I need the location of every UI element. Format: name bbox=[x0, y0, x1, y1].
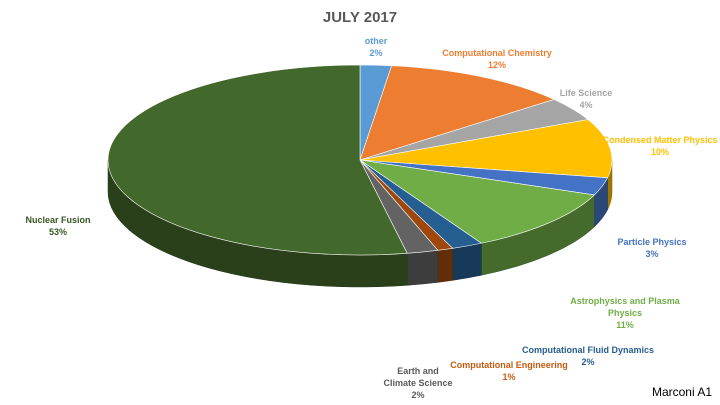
slice-condensed-matter-physics bbox=[359, 119, 613, 179]
slice-label-life-science: Life Science 4% bbox=[560, 88, 613, 110]
slice-label-earth-and-climate-science: Earth and Climate Science 2% bbox=[383, 366, 452, 400]
slice-percent-earth-and-climate-science: 2% bbox=[411, 390, 424, 400]
slice-computational-chemistry bbox=[359, 65, 556, 161]
slice-label-computational-engineering: Computational Engineering 1% bbox=[450, 360, 568, 382]
slice-label-computational-chemistry: Computational Chemistry 12% bbox=[442, 48, 552, 70]
slice-label-astrophysics-and-plasma-physics: Astrophysics and Plasma Physics 11% bbox=[570, 296, 681, 330]
slice-percent-computational-chemistry: 12% bbox=[488, 60, 506, 70]
slice-percent-condensed-matter-physics: 10% bbox=[651, 147, 669, 157]
slice-percent-other: 2% bbox=[369, 48, 382, 58]
chart-title: JULY 2017 bbox=[323, 9, 397, 26]
slice-nuclear-fusion bbox=[107, 64, 408, 256]
slice-percent-astrophysics-and-plasma-physics: 11% bbox=[616, 320, 634, 330]
slice-label-computational-fluid-dynamics: Computational Fluid Dynamics 2% bbox=[522, 345, 654, 367]
slice-label-condensed-matter-physics: Condensed Matter Physics 10% bbox=[602, 135, 717, 157]
slice-label-particle-physics: Particle Physics 3% bbox=[617, 237, 686, 259]
slice-label-other: other 2% bbox=[365, 36, 388, 58]
slice-side-computational-engineering bbox=[437, 248, 454, 283]
slice-percent-life-science: 4% bbox=[579, 100, 592, 110]
slice-percent-computational-fluid-dynamics: 2% bbox=[581, 357, 594, 367]
slice-label-nuclear-fusion: Nuclear Fusion 53% bbox=[25, 215, 90, 237]
slice-percent-nuclear-fusion: 53% bbox=[49, 227, 67, 237]
slice-astrophysics-and-plasma-physics bbox=[359, 159, 595, 244]
slice-side-earth-and-climate-science bbox=[406, 250, 439, 286]
footer-label: Marconi A1 bbox=[651, 385, 712, 399]
slice-percent-computational-engineering: 1% bbox=[502, 372, 515, 382]
slice-percent-particle-physics: 3% bbox=[645, 249, 658, 259]
slice-side-computational-fluid-dynamics bbox=[452, 242, 482, 281]
